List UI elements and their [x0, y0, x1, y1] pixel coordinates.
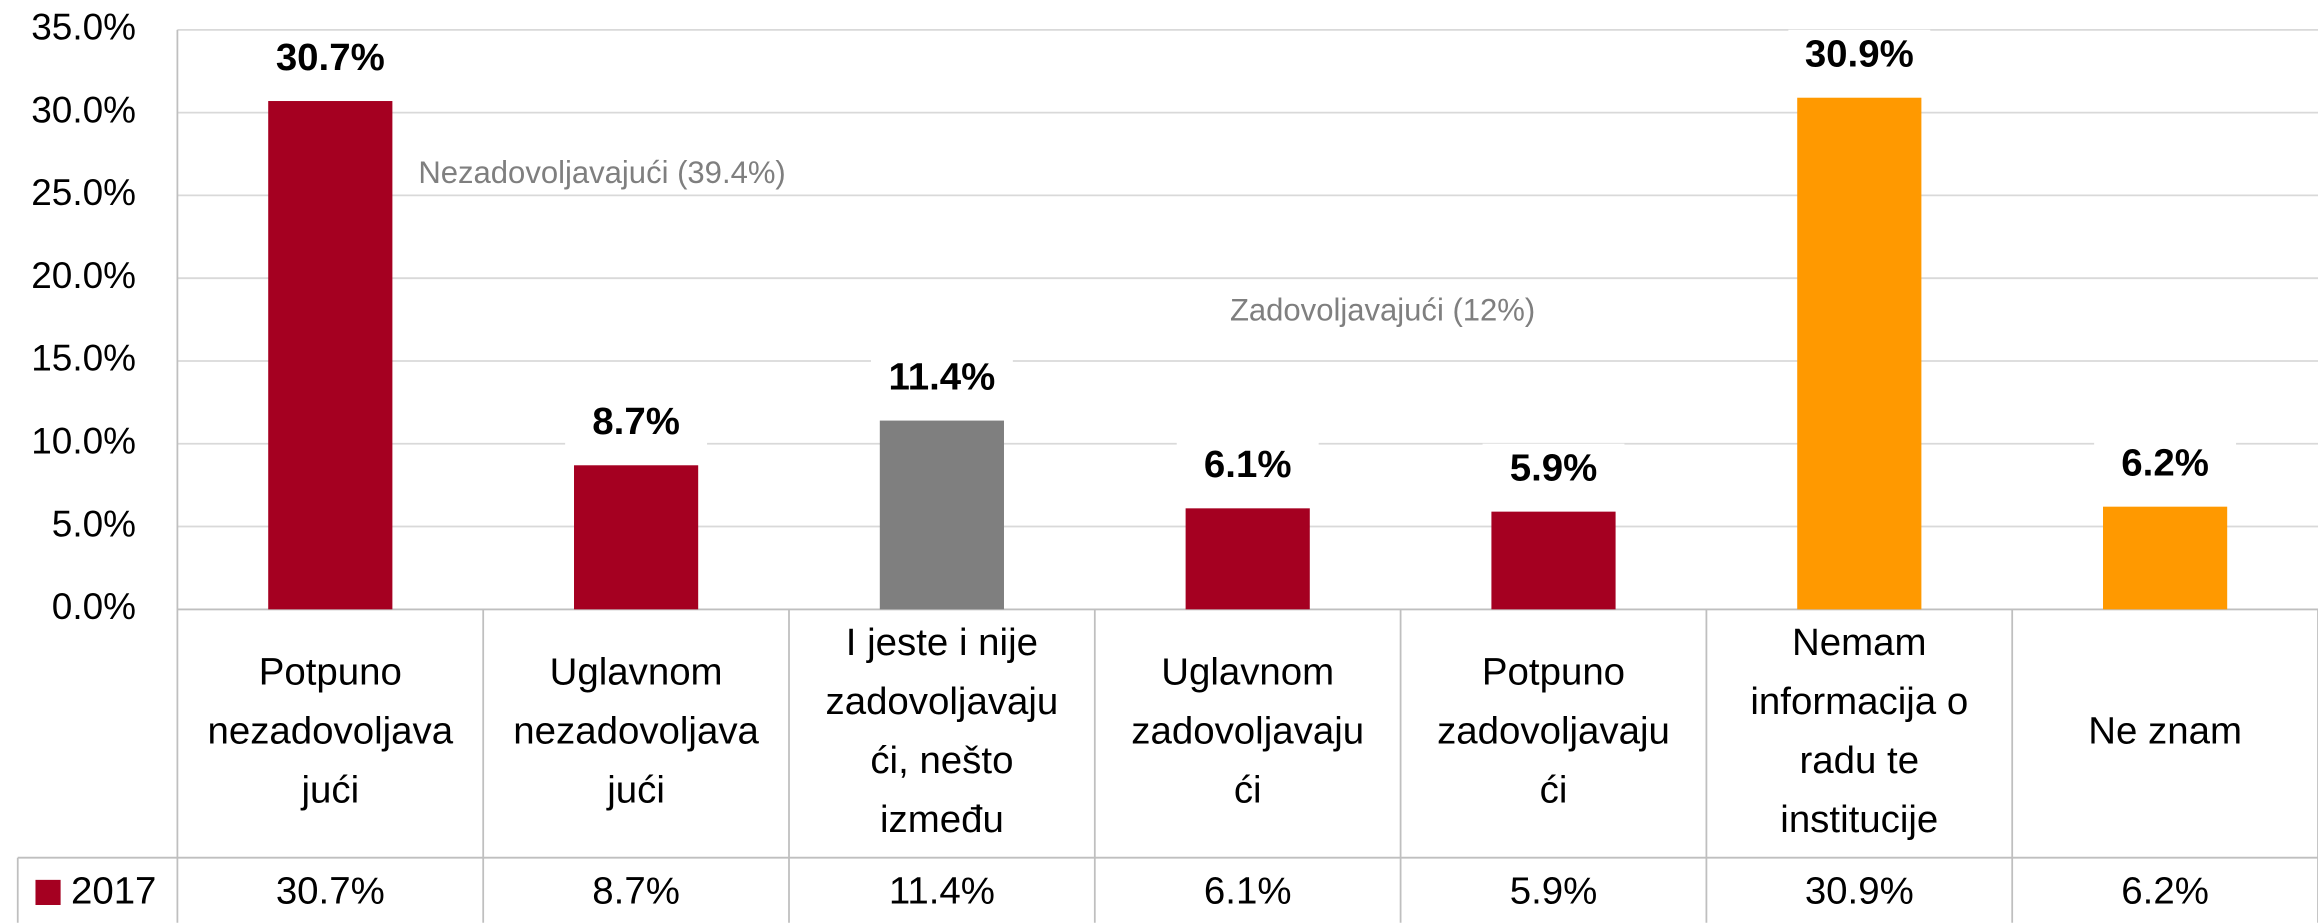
y-tick-label: 5.0%	[52, 503, 136, 544]
data-label-bg	[1176, 440, 1319, 491]
legend-swatch	[35, 879, 61, 905]
x-tick-label: Uglavnom zadovoljavaju ći	[1131, 651, 1364, 812]
x-tick-label: Ne znam	[2088, 710, 2242, 753]
table-cell: 6.2%	[2121, 869, 2209, 912]
data-label-bg	[870, 352, 1013, 403]
data-label: 30.9%	[1805, 32, 1914, 75]
y-tick-label: 30.0%	[31, 89, 136, 130]
y-tick-label: 0.0%	[52, 586, 136, 627]
table-cell: 5.9%	[1510, 869, 1598, 912]
x-tick-label: Nemam informacija o radu te institucije	[1750, 621, 1968, 841]
y-tick-label: 20.0%	[31, 255, 136, 296]
data-label: 11.4%	[888, 355, 995, 398]
bar	[2103, 506, 2228, 610]
bar	[1491, 511, 1616, 610]
data-label: 6.2%	[2121, 441, 2209, 484]
bar	[1185, 508, 1310, 610]
y-tick-label: 35.0%	[31, 7, 136, 48]
data-label: 30.7%	[276, 36, 385, 79]
x-tick-label: Potpuno zadovoljavaju ći	[1437, 651, 1670, 812]
bar	[879, 420, 1004, 610]
data-label: 8.7%	[592, 400, 680, 443]
annotation: Nezadovoljavajući (39.4%)	[418, 155, 785, 190]
table-cell: 11.4%	[889, 869, 995, 912]
y-tick-label: 15.0%	[31, 338, 136, 379]
table-cell: 8.7%	[592, 869, 680, 912]
table-cell: 6.1%	[1204, 869, 1292, 912]
bar	[574, 465, 699, 610]
data-label-bg	[1788, 29, 1931, 80]
table-cell: 30.9%	[1805, 869, 1914, 912]
annotation: Zadovoljavajući (12%)	[1230, 292, 1535, 327]
data-label-bg	[2094, 438, 2237, 489]
data-label-bg	[259, 33, 402, 84]
data-label: 5.9%	[1510, 446, 1598, 489]
x-tick-label: Potpuno nezadovoljava jući	[207, 651, 453, 812]
data-label: 6.1%	[1204, 443, 1292, 486]
table-cell: 30.7%	[276, 869, 385, 912]
bar	[1797, 97, 1922, 610]
y-tick-label: 10.0%	[31, 421, 136, 462]
bar	[268, 101, 393, 610]
data-label-bg	[565, 397, 708, 448]
x-tick-label: Uglavnom nezadovoljava jući	[513, 651, 759, 812]
x-tick-label: I jeste i nije zadovoljavaju ći, nešto izme…	[825, 621, 1058, 841]
y-tick-label: 25.0%	[31, 172, 136, 213]
legend-label: 2017	[71, 869, 156, 912]
data-label-bg	[1482, 443, 1625, 494]
